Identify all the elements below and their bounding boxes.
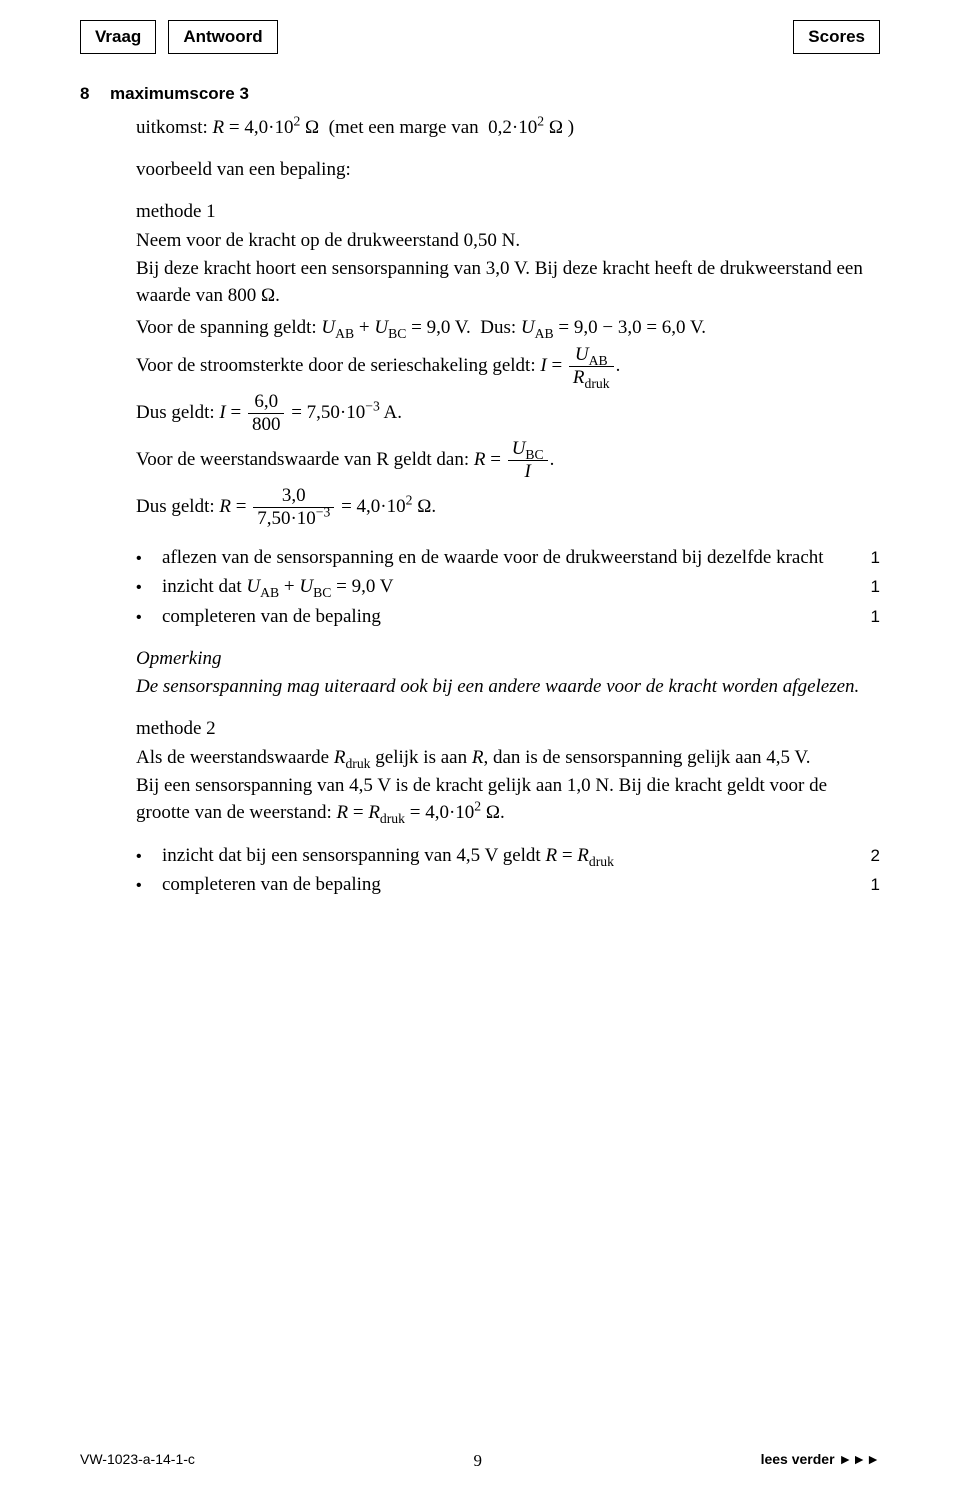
bullets-2: • inzicht dat bij een sensorspanning van… xyxy=(136,841,880,900)
bullet-item: • completeren van de bepaling 1 xyxy=(136,602,880,632)
bullet-item: • inzicht dat bij een sensorspanning van… xyxy=(136,841,880,871)
methode2-label: methode 2 xyxy=(136,715,880,743)
header-vraag: Vraag xyxy=(80,20,156,54)
methode1-label: methode 1 xyxy=(136,198,880,226)
bullets-1: • aflezen van de sensorspanning en de wa… xyxy=(136,543,880,632)
header-scores: Scores xyxy=(793,20,880,54)
m1-line3: Voor de spanning geldt: UAB + UBC = 9,0 … xyxy=(136,314,880,342)
header-antwoord: Antwoord xyxy=(168,20,277,54)
m2-line2: Bij een sensorspanning van 4,5 V is de k… xyxy=(136,772,880,827)
uitkomst: uitkomst: R = 4,0·102 Ω (met een marge v… xyxy=(136,114,880,142)
header: Vraag Antwoord Scores xyxy=(80,20,880,54)
voorbeeld-label: voorbeeld van een bepaling: xyxy=(136,156,880,184)
m1-line1: Neem voor de kracht op de drukweerstand … xyxy=(136,227,880,255)
m1-line5: Dus geldt: I = 6,0 800 = 7,50·10−3 A. xyxy=(136,392,880,435)
question-number: 8 xyxy=(80,82,110,107)
m1-line7: Dus geldt: R = 3,0 7,50·10−3 = 4,0·102 Ω… xyxy=(136,486,880,529)
bullet-item: • aflezen van de sensorspanning en de wa… xyxy=(136,543,880,573)
footer-page: 9 xyxy=(474,1451,483,1471)
opmerking-text: De sensorspanning mag uiteraard ook bij … xyxy=(136,673,880,701)
m1-line2: Bij deze kracht hoort een sensorspanning… xyxy=(136,255,880,310)
bullet-item: • completeren van de bepaling 1 xyxy=(136,870,880,900)
m2-line1: Als de weerstandswaarde Rdruk gelijk is … xyxy=(136,744,880,772)
footer-code: VW-1023-a-14-1-c xyxy=(80,1451,195,1471)
footer: VW-1023-a-14-1-c 9 lees verder ►►► xyxy=(80,1451,880,1471)
m1-line6: Voor de weerstandswaarde van R geldt dan… xyxy=(136,439,880,482)
bullet-item: • inzicht dat UAB + UBC = 9,0 V 1 xyxy=(136,572,880,602)
uitkomst-formula: R = 4,0·102 Ω (met een marge van 0,2·102… xyxy=(213,117,575,138)
question-heading: 8 maximumscore 3 xyxy=(80,82,880,107)
max-score: maximumscore 3 xyxy=(110,82,249,107)
uitkomst-label: uitkomst: xyxy=(136,117,213,138)
content: 8 maximumscore 3 uitkomst: R = 4,0·102 Ω… xyxy=(80,82,880,900)
opmerking-label: Opmerking xyxy=(136,645,880,673)
opmerking: Opmerking De sensorspanning mag uiteraar… xyxy=(136,645,880,700)
m1-line4: Voor de stroomsterkte door de serieschak… xyxy=(136,345,880,388)
footer-lees-verder: lees verder ►►► xyxy=(761,1451,880,1471)
